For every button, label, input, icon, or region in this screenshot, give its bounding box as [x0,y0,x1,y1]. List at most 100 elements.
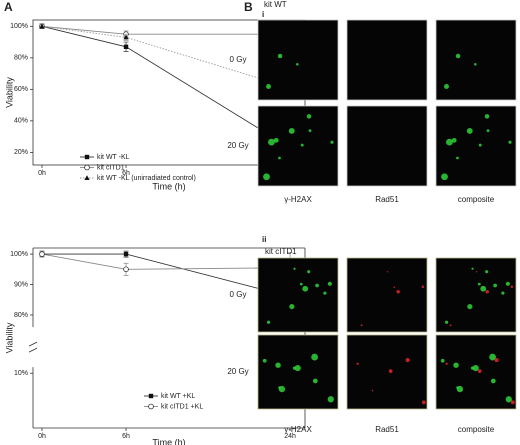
marker [123,44,129,49]
signal [386,271,389,273]
column-label: composite [458,425,495,434]
signal [278,385,286,393]
marker [123,266,129,273]
signal [449,324,452,327]
signal [273,137,279,143]
signal [292,366,297,370]
y-tick-label: 60% [14,86,28,93]
signal [470,366,475,370]
legend-marker [84,175,90,180]
signal [510,400,515,405]
marker [123,251,129,257]
signal [486,129,490,133]
section-title: kit cITD1 [265,247,297,256]
micrograph [257,334,339,410]
signal [441,173,448,181]
y-tick-label: 20% [14,149,28,156]
column-label: composite [458,195,495,204]
axis-break [28,347,38,353]
micrograph [435,257,517,333]
legend-marker [84,154,90,160]
signal [489,353,496,361]
signal [308,129,312,133]
legend-label: kit cITD1 +KL [161,403,203,410]
signal [505,281,510,286]
panel-label: A [4,0,13,14]
row-label: 0 Gy [230,290,247,299]
signal [485,270,489,274]
micrograph [346,19,428,101]
series-line [41,25,291,35]
x-tick-label: 6h [122,433,130,440]
x-axis-label: Time (h) [152,181,185,191]
signal [480,285,487,292]
signal [327,281,332,286]
series [39,23,293,44]
legend-label: kit WT -KL [97,154,130,161]
signal [277,53,283,59]
column-label: γ-H2AX [284,195,312,204]
signal [508,140,512,144]
signal [446,138,453,146]
row-label: 20 Gy [227,141,248,150]
signal [388,369,393,373]
column-label: Rad51 [375,425,399,434]
series [39,250,293,284]
signal [485,289,489,294]
signal [455,53,461,59]
micrograph [435,334,517,410]
column-label: γ-H2AX [284,425,312,434]
signal [263,173,270,181]
section-numeral: ii [262,235,266,244]
series-line [41,253,291,270]
y-tick-label: 40% [14,118,28,125]
signal [396,289,400,294]
signal [494,358,499,363]
signal [306,114,312,119]
signal [444,84,449,89]
signal [501,291,505,295]
signal [312,378,318,384]
signal [451,137,457,143]
signal [327,396,334,403]
signal [478,143,482,147]
panel-label: B [244,0,253,14]
signal [294,364,301,372]
signal [268,138,275,146]
signal [296,62,299,66]
signal [330,140,334,144]
y-tick-label: 80% [14,55,28,62]
signal [453,362,459,368]
row-label: 20 Gy [227,367,248,376]
signal [275,362,281,368]
legend-label: kit cITD1 [97,164,125,171]
signal [477,369,482,373]
marker [123,34,129,40]
signal [371,389,374,392]
signal [510,285,514,289]
y-tick-label: 10% [14,370,28,377]
signal [466,127,473,134]
signal [472,364,479,372]
y-tick-label: 80% [14,312,28,319]
micrograph [257,19,339,101]
signal [445,362,448,365]
series [39,250,293,304]
micrograph [257,257,339,333]
signal [493,283,497,288]
signal [356,362,359,365]
micrograph [346,334,428,410]
signal [266,84,271,89]
signal [477,282,481,286]
row-label: 0 Gy [230,55,247,64]
signal [311,353,318,361]
signal [405,358,410,363]
x-axis-label: Time (h) [152,437,185,445]
legend-marker [148,403,154,410]
marker [39,23,45,29]
signal [302,285,309,292]
marker [39,251,45,257]
series [39,23,293,156]
signal [490,378,496,384]
signal [467,303,473,310]
